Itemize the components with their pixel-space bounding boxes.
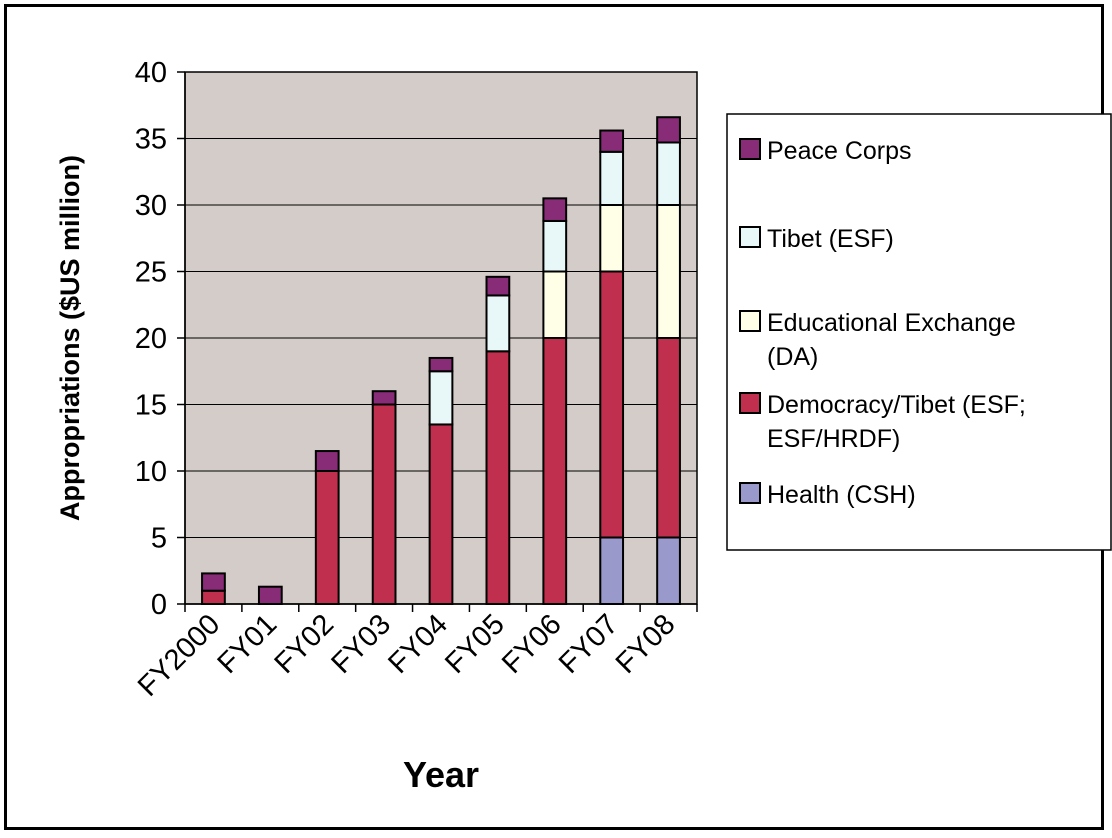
y-tick-label: 35 — [135, 124, 167, 156]
x-axis-title: Year — [403, 754, 479, 795]
bar-segment — [542, 219, 568, 273]
bar-segment — [542, 197, 568, 222]
bar-segment — [599, 150, 625, 207]
x-tick-label: FY04 — [382, 608, 454, 680]
y-tick-label: 0 — [151, 589, 167, 621]
bars — [201, 116, 681, 606]
bar-segment — [656, 141, 681, 207]
bar-segment — [656, 536, 681, 605]
legend: Peace Corps Tibet (ESF) Educational Exchan… — [726, 113, 1112, 551]
y-tick-label: 25 — [135, 257, 167, 289]
bar-segment — [257, 585, 283, 606]
bar-segment — [542, 337, 568, 605]
y-axis-title: Appropriations ($US million) — [55, 155, 85, 521]
bar-segment — [656, 116, 681, 144]
legend-label: Democracy/Tibet (ESF; — [767, 391, 1026, 419]
legend-item: Health (CSH) — [739, 481, 916, 509]
bar-segment — [428, 370, 454, 426]
legend-label: Health (CSH) — [767, 481, 916, 509]
legend-swatch — [739, 482, 761, 504]
y-tick-label: 15 — [135, 390, 167, 422]
legend-label: ESF/HRDF) — [767, 425, 900, 453]
bar-segment — [371, 403, 397, 605]
legend-swatch — [739, 138, 761, 160]
bar-segment — [599, 129, 625, 153]
y-tick-label: 40 — [135, 57, 167, 89]
axes — [177, 71, 698, 612]
legend-item: Tibet (ESF) — [739, 225, 894, 253]
bar-segment — [201, 572, 226, 592]
bar-segment — [314, 470, 340, 605]
bar-segment — [201, 589, 226, 606]
bar-segment — [485, 275, 511, 297]
legend-item: Peace Corps — [739, 137, 912, 165]
x-tick-label: FY08 — [610, 608, 682, 680]
legend-label: Educational Exchange — [767, 309, 1016, 337]
y-tick-labels: 0 5 10 15 20 25 30 35 40 — [135, 57, 167, 621]
y-tick-label: 30 — [135, 190, 167, 222]
legend-box — [726, 113, 1112, 551]
legend-items: Peace Corps Tibet (ESF) Educational Exchan… — [739, 137, 1026, 509]
y-tick-label: 10 — [135, 456, 167, 488]
x-tick-label: FY03 — [325, 608, 397, 680]
x-tick-label: FY01 — [212, 608, 284, 680]
x-tick-label: FY07 — [553, 608, 625, 680]
y-tick-label: 20 — [135, 323, 167, 355]
legend-swatch — [739, 392, 761, 414]
bar-segment — [428, 423, 454, 606]
bar-segment — [428, 356, 454, 373]
bar-segment — [314, 450, 340, 472]
bar-segment — [599, 204, 625, 273]
bar-segment — [656, 337, 681, 539]
bar-segment — [599, 536, 625, 605]
legend-label: Tibet (ESF) — [767, 225, 894, 253]
bar-segment — [599, 270, 625, 539]
bar-segment — [485, 294, 511, 353]
legend-item: Educational Exchange (DA) — [739, 309, 1016, 371]
bar-segment — [485, 350, 511, 605]
legend-swatch — [739, 226, 761, 248]
legend-label: Peace Corps — [767, 137, 912, 165]
y-tick-label: 5 — [151, 523, 167, 555]
x-tick-label: FY05 — [439, 608, 511, 680]
x-tick-label: FY02 — [269, 608, 341, 680]
bar-segment — [542, 270, 568, 339]
legend-swatch — [739, 310, 761, 332]
legend-label: (DA) — [767, 343, 818, 371]
bar-segment — [656, 204, 681, 339]
legend-item: Democracy/Tibet (ESF; ESF/HRDF) — [739, 391, 1026, 453]
bar-segment — [371, 390, 397, 406]
x-tick-label: FY06 — [496, 608, 568, 680]
